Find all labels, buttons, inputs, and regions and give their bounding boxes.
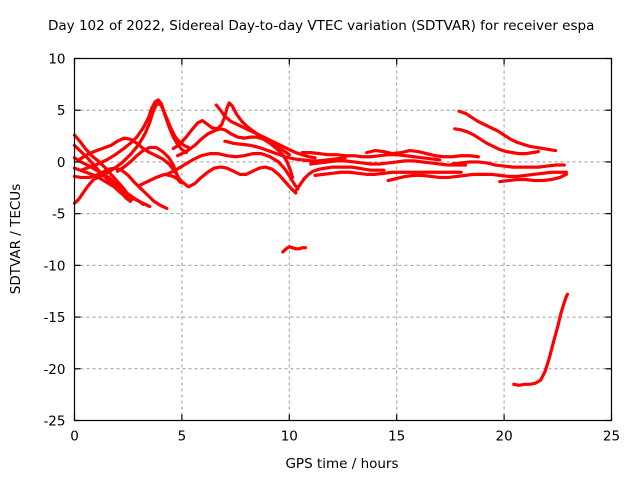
data-series-arc-20 — [313, 170, 463, 177]
y-tick-label: 0 — [57, 155, 66, 171]
x-tick-label: 15 — [388, 429, 405, 445]
data-series-arc-25 — [453, 127, 541, 156]
y-tick-labels-group: 10 5 0 -5 -10 -15 -20 -25 — [43, 52, 65, 430]
x-tick-label: 10 — [281, 429, 298, 445]
data-series-arc-26 — [498, 172, 568, 184]
y-axis-title: SDTVAR / TECUs — [8, 184, 24, 294]
data-series-arc-08 — [79, 98, 188, 172]
y-tick-label: -15 — [43, 310, 65, 326]
y-tick-label: -25 — [43, 414, 65, 430]
data-series-arc-23 — [450, 160, 566, 169]
tickmarks-group — [73, 57, 613, 422]
data-series-arc-13 — [165, 152, 300, 191]
data-series-arc-07 — [77, 136, 185, 185]
data-series-arc-22 — [386, 170, 568, 183]
chart-title: Day 102 of 2022, Sidereal Day-to-day VTE… — [48, 18, 595, 34]
data-series-arc-18 — [300, 151, 442, 162]
data-series-arc-16 — [223, 139, 347, 163]
y-tick-label: 10 — [48, 52, 65, 68]
data-series-arc-12 — [176, 127, 295, 180]
y-tick-label: -5 — [52, 207, 65, 223]
data-series-arc-21 — [365, 148, 480, 159]
data-series-arc-04 — [72, 166, 152, 208]
x-tick-label: 5 — [178, 429, 187, 445]
data-series-arc-28-deep — [512, 292, 570, 387]
x-tick-label: 20 — [496, 429, 513, 445]
y-tick-label: -10 — [43, 258, 65, 274]
data-series-arc-14 — [137, 165, 298, 195]
data-series-arc-15 — [214, 103, 317, 160]
x-tick-label: 0 — [70, 429, 79, 445]
x-tick-labels-group: 0 5 10 15 20 25 — [70, 429, 620, 445]
x-tick-label: 25 — [603, 429, 620, 445]
gridlines-group — [74, 58, 612, 421]
data-series-arc-09 — [94, 101, 190, 181]
plot-frame — [73, 57, 613, 422]
y-tick-label: 5 — [57, 103, 66, 119]
data-series-arc-19 — [309, 159, 468, 167]
data-series-arc-27-low — [281, 245, 308, 254]
data-series-arc-17 — [294, 165, 386, 193]
data-series-group — [72, 98, 570, 387]
axes-frame-group — [73, 57, 613, 422]
data-series-arc-24 — [457, 109, 558, 153]
y-tick-label: -20 — [43, 362, 65, 378]
x-axis-title: GPS time / hours — [285, 456, 398, 472]
data-series-arc-10 — [115, 145, 183, 185]
